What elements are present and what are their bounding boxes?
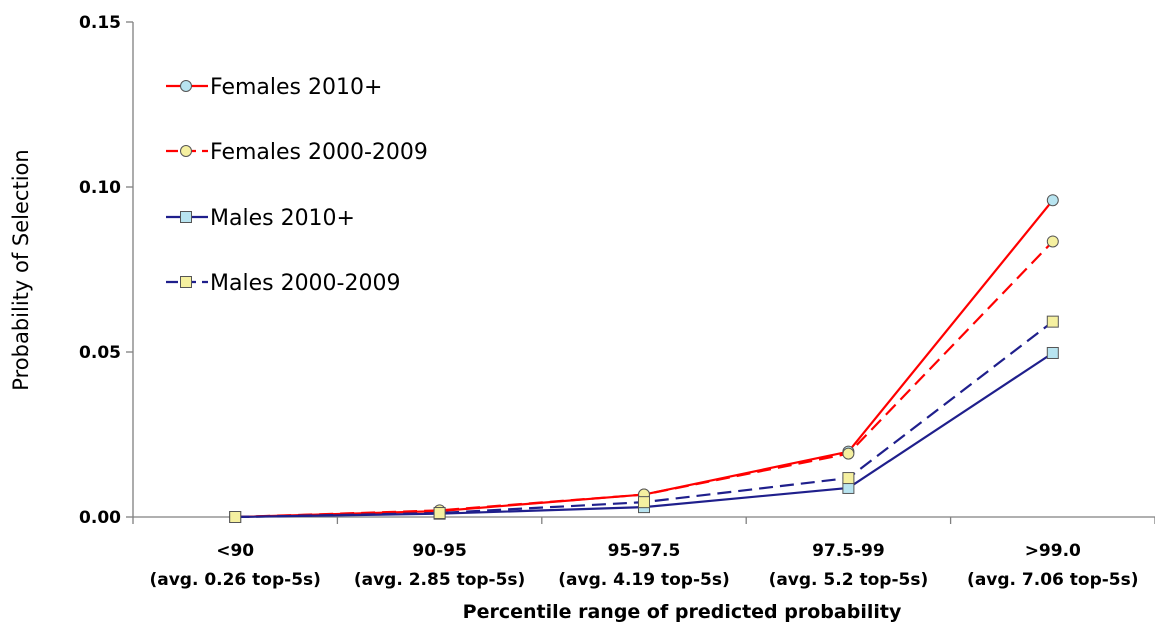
series-0 <box>229 194 1059 523</box>
legend-marker <box>180 145 192 157</box>
y-tick-label: 0.00 <box>79 508 121 528</box>
x-tick-sublabel: (avg. 0.26 top-5s) <box>149 570 320 590</box>
data-point <box>229 511 242 523</box>
legend-label: Males 2010+ <box>210 206 355 231</box>
x-tick-sublabel: (avg. 7.06 top-5s) <box>967 570 1138 590</box>
legend-marker <box>180 211 192 223</box>
data-point <box>1046 315 1059 328</box>
legend-marker <box>180 80 192 92</box>
axes: 0.00 0.05 0.10 0.15 <90 (avg. 0.26 top-5s) 90-… <box>79 13 1155 590</box>
x-tick-sublabel: (avg. 5.2 top-5s) <box>769 570 929 590</box>
data-point <box>433 507 446 520</box>
series-line <box>235 199 1054 519</box>
legend-label: Males 2000-2009 <box>210 271 400 296</box>
series-layer <box>229 194 1059 523</box>
x-tick-label: >99.0 <box>1025 541 1081 561</box>
x-tick-label: 95-97.5 <box>608 541 681 561</box>
y-tick-label: 0.15 <box>79 13 121 33</box>
data-point <box>842 447 855 460</box>
series-3 <box>229 315 1059 523</box>
x-axis-title: Percentile range of predicted probabilit… <box>463 601 902 623</box>
x-tick-label: <90 <box>216 541 254 561</box>
legend-item: Females 2000-2009 <box>166 140 428 165</box>
data-point <box>842 472 855 485</box>
legend-label: Females 2010+ <box>210 75 382 100</box>
y-tick-label: 0.10 <box>79 178 121 198</box>
y-axis-title: Probability of Selection <box>9 149 33 390</box>
data-point <box>842 481 855 494</box>
legend-item: Males 2010+ <box>166 206 355 231</box>
x-tick-label: 97.5-99 <box>812 541 885 561</box>
legend-item: Females 2010+ <box>166 75 382 100</box>
x-tick-sublabel: (avg. 4.19 top-5s) <box>558 570 729 590</box>
y-tick-label: 0.05 <box>79 343 121 363</box>
data-point <box>1046 235 1059 248</box>
x-tick-sublabel: (avg. 2.85 top-5s) <box>354 570 525 590</box>
legend-marker <box>180 276 192 288</box>
legend-item: Males 2000-2009 <box>166 271 400 296</box>
data-point <box>1046 194 1059 207</box>
data-point <box>638 496 650 509</box>
legend-label: Females 2000-2009 <box>210 140 428 165</box>
data-point <box>1046 346 1059 359</box>
x-tick-label: 90-95 <box>412 541 466 561</box>
legend: Females 2010+ Females 2000-2009 Males 2010… <box>166 75 428 296</box>
